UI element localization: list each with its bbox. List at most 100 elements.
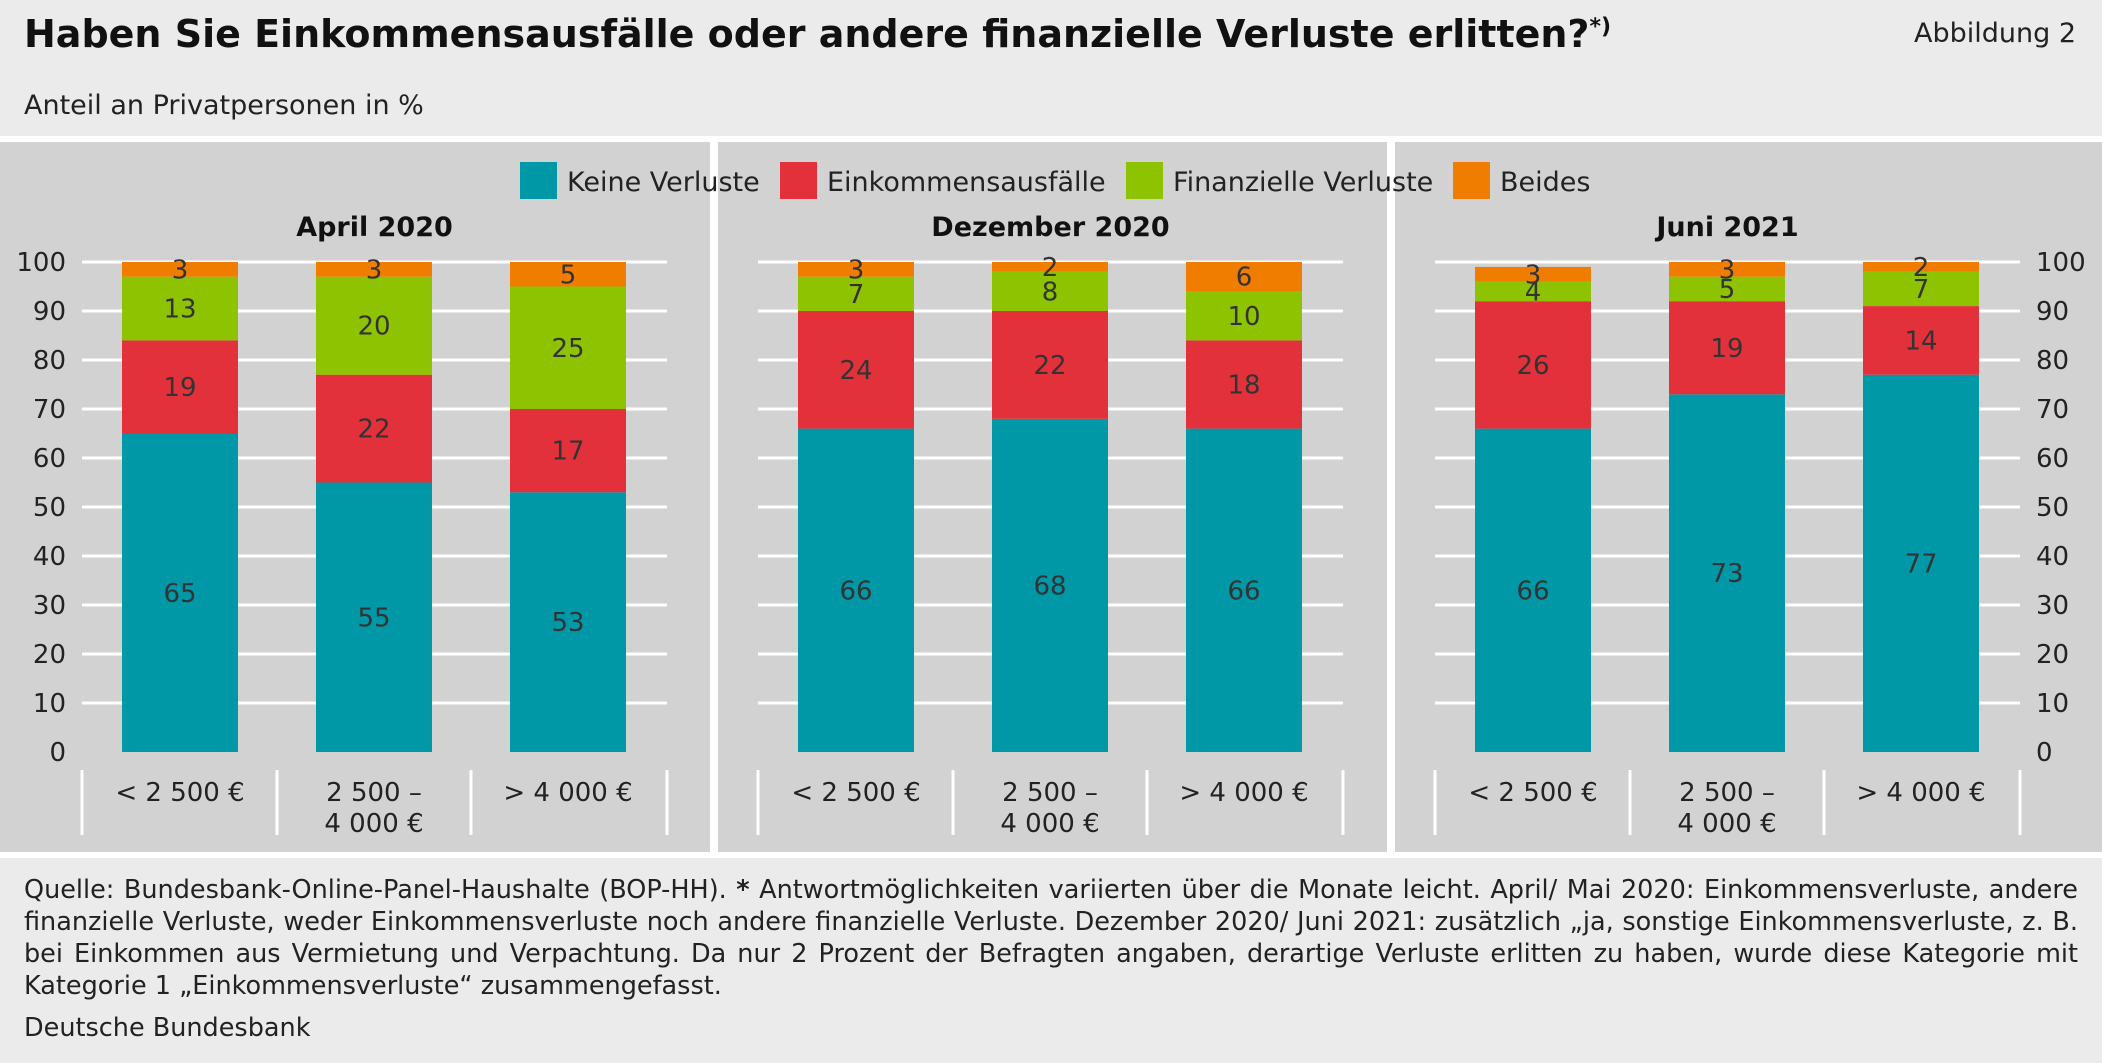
category-label: > 4 000 € xyxy=(1856,778,1985,808)
bar-segment xyxy=(798,276,914,311)
category-label: > 4 000 € xyxy=(503,778,632,808)
legend-label: Finanzielle Verluste xyxy=(1173,167,1433,198)
bar-segment xyxy=(1475,281,1591,302)
y-tick-label-left: 30 xyxy=(33,591,66,621)
bar-segment xyxy=(798,428,914,752)
bar-segment xyxy=(510,286,626,409)
data-label: 3 xyxy=(1525,260,1542,290)
y-tick-label-right: 90 xyxy=(2036,297,2069,327)
data-label: 25 xyxy=(551,334,584,364)
bar-segment xyxy=(1186,262,1302,292)
footnote: Quelle: Bundesbank-Online-Panel-Haushalt… xyxy=(24,874,2078,1002)
bar-segment xyxy=(992,271,1108,311)
y-tick-label-left: 50 xyxy=(33,493,66,523)
bar-segment xyxy=(316,262,432,277)
y-tick-label-left: 100 xyxy=(16,248,66,278)
bar-segment xyxy=(1669,301,1785,395)
data-label: 65 xyxy=(163,579,196,609)
category-label: 2 500 – xyxy=(1679,778,1775,808)
y-tick-label-right: 20 xyxy=(2036,640,2069,670)
y-tick-label-right: 70 xyxy=(2036,395,2069,425)
data-label: 66 xyxy=(1516,576,1549,606)
data-label: 7 xyxy=(848,280,865,310)
data-label: 4 xyxy=(1525,277,1542,307)
category-label: 4 000 € xyxy=(324,809,423,839)
y-tick-label-left: 90 xyxy=(33,297,66,327)
chart-title-text: Haben Sie Einkommensausfälle oder andere… xyxy=(24,12,1590,56)
bar-segment xyxy=(122,262,238,277)
legend-swatch xyxy=(1126,162,1163,199)
y-tick-label-right: 60 xyxy=(2036,444,2069,474)
note-mark: * xyxy=(736,875,750,905)
bar-segment xyxy=(316,482,432,752)
data-label: 8 xyxy=(1042,277,1059,307)
bar-segment xyxy=(510,409,626,493)
chart-title: Haben Sie Einkommensausfälle oder andere… xyxy=(24,12,1611,56)
bar-segment xyxy=(122,433,238,752)
data-label: 53 xyxy=(551,608,584,638)
data-label: 2 xyxy=(1913,253,1930,283)
bar-segment xyxy=(1669,276,1785,302)
data-label: 24 xyxy=(839,356,872,386)
y-tick-label-left: 40 xyxy=(33,542,66,572)
bar-segment xyxy=(992,311,1108,419)
data-label: 73 xyxy=(1710,559,1743,589)
y-tick-label-right: 30 xyxy=(2036,591,2069,621)
bar-segment xyxy=(1186,291,1302,341)
bar-segment xyxy=(1475,266,1591,282)
stacked-bar-chart: Keine Verluste Einkommensausfälle Finanzie… xyxy=(0,136,2102,858)
data-label: 22 xyxy=(357,415,390,445)
bar-segment xyxy=(122,276,238,341)
y-tick-label-right: 10 xyxy=(2036,689,2069,719)
bar-segment xyxy=(1669,262,1785,277)
data-label: 77 xyxy=(1904,549,1937,579)
top-divider xyxy=(0,136,2102,142)
category-label: 2 500 – xyxy=(1002,778,1098,808)
bar-segment xyxy=(122,340,238,434)
y-tick-label-right: 0 xyxy=(2036,738,2053,768)
y-tick-label-right: 50 xyxy=(2036,493,2069,523)
data-label: 66 xyxy=(839,576,872,606)
legend-label: Einkommensausfälle xyxy=(827,167,1106,198)
panel-title: April 2020 xyxy=(296,212,453,243)
bar-segment xyxy=(1475,428,1591,752)
panel-separator xyxy=(710,142,718,852)
bar-segment xyxy=(1863,306,1979,375)
data-label: 3 xyxy=(848,255,865,285)
bar-segment xyxy=(1475,301,1591,429)
y-tick-label-right: 40 xyxy=(2036,542,2069,572)
panel-title: Dezember 2020 xyxy=(931,212,1169,243)
data-label: 18 xyxy=(1227,371,1260,401)
figure-label: Abbildung 2 xyxy=(1913,18,2076,49)
data-label: 3 xyxy=(172,255,189,285)
data-label: 3 xyxy=(366,255,383,285)
source-text: Quelle: Bundesbank-Online-Panel-Haushalt… xyxy=(24,875,727,905)
bar-segment xyxy=(510,262,626,287)
bottom-divider xyxy=(0,852,2102,858)
y-tick-label-left: 20 xyxy=(33,640,66,670)
data-label: 19 xyxy=(163,373,196,403)
data-label: 19 xyxy=(1710,334,1743,364)
y-tick-label-right: 80 xyxy=(2036,346,2069,376)
bar-segment xyxy=(1186,428,1302,752)
data-label: 22 xyxy=(1033,351,1066,381)
bar-segment xyxy=(1863,262,1979,272)
bar-segment xyxy=(798,311,914,429)
category-label: > 4 000 € xyxy=(1179,778,1308,808)
panel-separator xyxy=(1387,142,1395,852)
data-label: 2 xyxy=(1042,253,1059,283)
legend-swatch xyxy=(520,162,557,199)
panel-title: Juni 2021 xyxy=(1654,212,1798,243)
legend-label: Beides xyxy=(1500,167,1590,198)
credit: Deutsche Bundesbank xyxy=(24,1013,311,1043)
legend-swatch xyxy=(780,162,817,199)
data-label: 13 xyxy=(163,295,196,325)
y-tick-label-left: 70 xyxy=(33,395,66,425)
data-label: 17 xyxy=(551,437,584,467)
bar-segment xyxy=(510,492,626,752)
bar-segment xyxy=(1863,271,1979,307)
bar-segment xyxy=(1863,374,1979,752)
data-label: 10 xyxy=(1227,302,1260,332)
y-tick-label-right: 100 xyxy=(2036,248,2086,278)
chart-subtitle: Anteil an Privatpersonen in % xyxy=(24,90,424,121)
